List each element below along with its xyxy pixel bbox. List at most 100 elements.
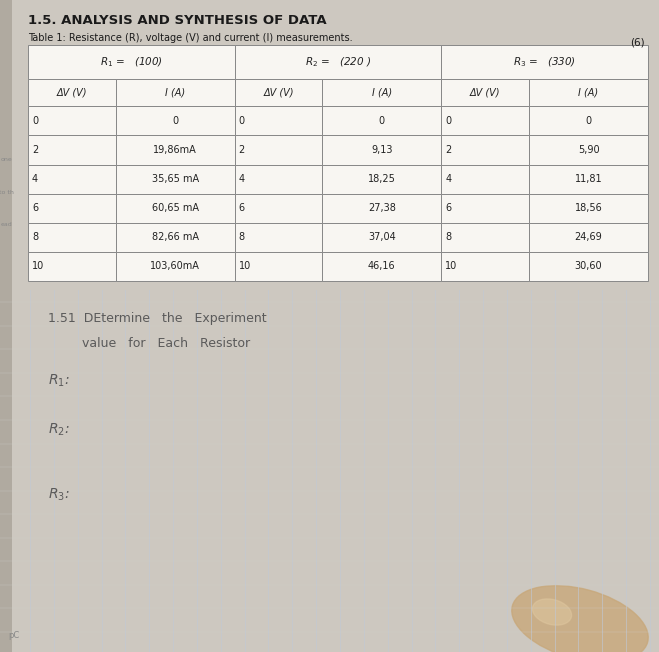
Bar: [529, 194, 648, 222]
Text: 6: 6: [445, 203, 451, 213]
Text: 103,60mA: 103,60mA: [150, 261, 200, 271]
Bar: [322, 252, 442, 281]
Bar: [116, 106, 235, 136]
Bar: [529, 164, 648, 194]
Text: 10: 10: [445, 261, 457, 271]
Text: 27,38: 27,38: [368, 203, 396, 213]
Text: 10: 10: [239, 261, 251, 271]
Text: 19,86mA: 19,86mA: [154, 145, 197, 155]
Text: 5,90: 5,90: [578, 145, 599, 155]
Text: 4: 4: [445, 174, 451, 184]
Bar: [0, 290, 12, 652]
Text: value   for   Each   Resistor: value for Each Resistor: [82, 337, 250, 350]
Text: pC: pC: [8, 631, 19, 640]
Bar: [442, 45, 648, 79]
Text: ΔV (V): ΔV (V): [263, 88, 294, 98]
Bar: [442, 136, 529, 164]
Text: I (A): I (A): [579, 88, 598, 98]
Text: 0: 0: [172, 116, 178, 126]
Text: 8: 8: [32, 232, 38, 242]
Text: 9,13: 9,13: [371, 145, 393, 155]
Text: 82,66 mA: 82,66 mA: [152, 232, 198, 242]
Text: 0: 0: [379, 116, 385, 126]
Text: 6: 6: [32, 203, 38, 213]
Bar: [116, 222, 235, 252]
Text: 0: 0: [585, 116, 592, 126]
Bar: [235, 194, 322, 222]
Bar: [28, 106, 116, 136]
Bar: [442, 222, 529, 252]
Bar: [116, 164, 235, 194]
Bar: [442, 252, 529, 281]
Text: 10: 10: [32, 261, 44, 271]
Text: I (A): I (A): [165, 88, 185, 98]
Text: 1.5. ANALYSIS AND SYNTHESIS OF DATA: 1.5. ANALYSIS AND SYNTHESIS OF DATA: [28, 14, 327, 27]
Bar: [28, 252, 116, 281]
Text: 2: 2: [32, 145, 38, 155]
Text: $R_1$:: $R_1$:: [48, 372, 70, 389]
Text: 11,81: 11,81: [575, 174, 602, 184]
Text: ΔV (V): ΔV (V): [57, 88, 87, 98]
Bar: [529, 252, 648, 281]
Text: $R_3$ =   (330): $R_3$ = (330): [513, 55, 576, 69]
Bar: [28, 79, 116, 106]
Bar: [442, 106, 529, 136]
Bar: [529, 136, 648, 164]
Bar: [322, 106, 442, 136]
Text: 2: 2: [445, 145, 451, 155]
Bar: [529, 79, 648, 106]
Bar: [442, 164, 529, 194]
Text: 35,65 mA: 35,65 mA: [152, 174, 199, 184]
Bar: [442, 79, 529, 106]
Text: one: one: [1, 157, 13, 162]
Text: Table 1: Resistance (R), voltage (V) and current (I) measurements.: Table 1: Resistance (R), voltage (V) and…: [28, 33, 353, 43]
Text: ΔV (V): ΔV (V): [470, 88, 500, 98]
Text: 0: 0: [32, 116, 38, 126]
Bar: [116, 79, 235, 106]
Text: 8: 8: [239, 232, 244, 242]
Text: ead: ead: [1, 222, 13, 228]
Text: 24,69: 24,69: [575, 232, 602, 242]
Text: 60,65 mA: 60,65 mA: [152, 203, 198, 213]
Bar: [322, 79, 442, 106]
Text: 0: 0: [239, 116, 244, 126]
Bar: [322, 194, 442, 222]
Bar: [28, 45, 235, 79]
Text: 8: 8: [445, 232, 451, 242]
Bar: [322, 136, 442, 164]
Text: 0: 0: [445, 116, 451, 126]
Bar: [529, 106, 648, 136]
Text: 46,16: 46,16: [368, 261, 395, 271]
Bar: [116, 252, 235, 281]
Bar: [235, 45, 442, 79]
Text: 18,25: 18,25: [368, 174, 396, 184]
Bar: [116, 194, 235, 222]
Bar: [28, 194, 116, 222]
Text: $R_1$ =   (100): $R_1$ = (100): [100, 55, 163, 69]
Text: 6: 6: [239, 203, 244, 213]
Text: 4: 4: [32, 174, 38, 184]
Bar: [235, 252, 322, 281]
Text: 4: 4: [239, 174, 244, 184]
Bar: [28, 136, 116, 164]
Text: 2: 2: [239, 145, 245, 155]
Text: $R_2$:: $R_2$:: [48, 422, 70, 439]
Text: (6): (6): [631, 37, 645, 48]
Text: 18,56: 18,56: [575, 203, 602, 213]
Text: 30,60: 30,60: [575, 261, 602, 271]
Bar: [28, 164, 116, 194]
Text: 37,04: 37,04: [368, 232, 395, 242]
Bar: [322, 222, 442, 252]
Bar: [235, 106, 322, 136]
Bar: [116, 136, 235, 164]
Bar: [322, 164, 442, 194]
Text: $R_2$ =   (220 ): $R_2$ = (220 ): [305, 55, 371, 69]
Bar: [529, 222, 648, 252]
Text: $R_3$:: $R_3$:: [48, 487, 70, 503]
Ellipse shape: [532, 599, 571, 625]
Bar: [235, 79, 322, 106]
Text: 1.51  DEtermine   the   Experiment: 1.51 DEtermine the Experiment: [48, 312, 267, 325]
Bar: [235, 164, 322, 194]
Bar: [28, 222, 116, 252]
Bar: [235, 222, 322, 252]
